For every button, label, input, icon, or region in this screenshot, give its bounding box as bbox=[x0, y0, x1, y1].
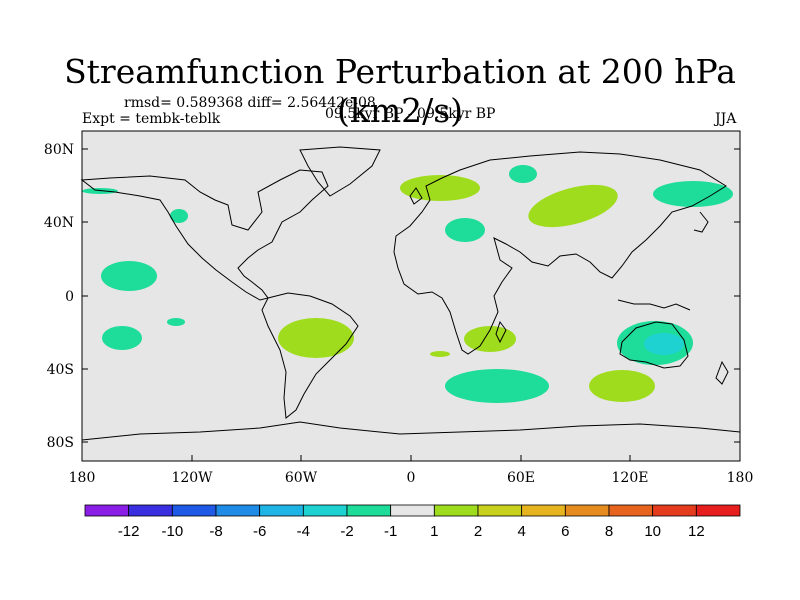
lon-label: 120W bbox=[171, 470, 213, 486]
colorbar-label: -4 bbox=[297, 523, 310, 540]
coastline-antarctica bbox=[81, 421, 741, 441]
colorbar-label: -10 bbox=[161, 523, 183, 540]
lon-label: 120E bbox=[612, 470, 649, 486]
coastline-new-zealand bbox=[715, 360, 729, 385]
colorbar-label: 4 bbox=[517, 523, 525, 540]
colorbar-swatch bbox=[128, 504, 173, 517]
coastline-south-america bbox=[261, 292, 359, 419]
colorbar-label: 1 bbox=[430, 523, 438, 540]
patch-positive bbox=[589, 370, 655, 402]
lon-label: 60E bbox=[507, 470, 535, 486]
coastline-eurasia-africa bbox=[393, 151, 727, 355]
lon-label: 0 bbox=[407, 470, 416, 486]
colorbar-swatch bbox=[608, 504, 654, 517]
patch-positive bbox=[430, 351, 450, 357]
colorbar-swatch bbox=[564, 504, 610, 517]
colorbar: -12 -10 -8 -6 -4 -2 -1 1 2 4 6 8 10 12 bbox=[84, 504, 741, 540]
lon-label: 180 bbox=[727, 470, 754, 486]
lat-label: 80N bbox=[44, 142, 74, 158]
colorbar-label: -2 bbox=[340, 523, 353, 540]
colorbar-swatch bbox=[433, 504, 479, 517]
patch-negative bbox=[653, 181, 733, 207]
colorbar-label: -12 bbox=[118, 523, 140, 540]
coastline-madagascar bbox=[495, 320, 507, 344]
experiment-label: Expt = tembk-teblk bbox=[82, 111, 221, 127]
longitude-labels: 180 120W 60W 0 60E 120E 180 bbox=[69, 470, 754, 486]
colorbar-label: -6 bbox=[253, 523, 266, 540]
colorbar-label: 2 bbox=[474, 523, 482, 540]
lat-label: 40S bbox=[47, 362, 74, 378]
coastlines bbox=[80, 146, 741, 441]
colorbar-swatch bbox=[477, 504, 523, 517]
lat-label: 40N bbox=[44, 215, 74, 231]
patch-negative bbox=[445, 218, 485, 242]
colorbar-swatch bbox=[259, 504, 304, 517]
colorbar-label: 8 bbox=[605, 523, 613, 540]
patch-negative bbox=[101, 261, 157, 291]
lat-label: 0 bbox=[65, 289, 74, 305]
patch-positive bbox=[278, 318, 354, 358]
patch-negative bbox=[445, 369, 549, 403]
colorbar-swatch bbox=[652, 504, 697, 517]
coastline-japan bbox=[693, 211, 709, 233]
patch-negative bbox=[102, 326, 142, 350]
lon-label: 60W bbox=[285, 470, 318, 486]
coastline-britain bbox=[409, 187, 423, 205]
colorbar-swatch bbox=[215, 504, 261, 517]
map-title: Streamfunction Perturbation at 200 hPa (… bbox=[64, 52, 736, 130]
colorbar-label: 10 bbox=[644, 523, 661, 540]
patch-negative bbox=[167, 318, 185, 326]
period-label: 09.5kyr BP - 09.5kyr BP bbox=[325, 106, 496, 122]
coastline-indonesia bbox=[617, 299, 691, 311]
colorbar-swatch bbox=[390, 504, 435, 517]
colorbar-swatch bbox=[302, 504, 348, 517]
colorbar-swatch bbox=[84, 504, 130, 517]
colorbar-label: -1 bbox=[384, 523, 397, 540]
latitude-labels: 80N 40N 0 40S 80S bbox=[44, 142, 74, 451]
patch-positive bbox=[464, 326, 516, 352]
patch-negative bbox=[170, 209, 188, 223]
colorbar-swatch bbox=[695, 504, 741, 517]
colorbar-label: 6 bbox=[561, 523, 569, 540]
coastline-greenland bbox=[299, 146, 381, 197]
axis-ticks bbox=[82, 148, 740, 461]
coastline-australia bbox=[619, 321, 689, 369]
patch-negative-strong bbox=[644, 333, 684, 355]
lon-label: 180 bbox=[69, 470, 96, 486]
colorbar-swatch bbox=[346, 504, 392, 517]
patch-negative bbox=[509, 165, 537, 183]
colorbar-label: -8 bbox=[209, 523, 222, 540]
stats-label: rmsd= 0.589368 diff= 2.56442e-08 bbox=[124, 95, 376, 111]
patch-positive bbox=[528, 184, 618, 228]
colorbar-swatch bbox=[171, 504, 217, 517]
colorbar-swatch bbox=[521, 504, 566, 517]
coastline-north-america bbox=[80, 169, 329, 301]
anomaly-patches bbox=[82, 165, 733, 403]
colorbar-label: 12 bbox=[688, 523, 705, 540]
lat-label: 80S bbox=[47, 435, 74, 451]
season-label: JJA bbox=[715, 111, 737, 127]
